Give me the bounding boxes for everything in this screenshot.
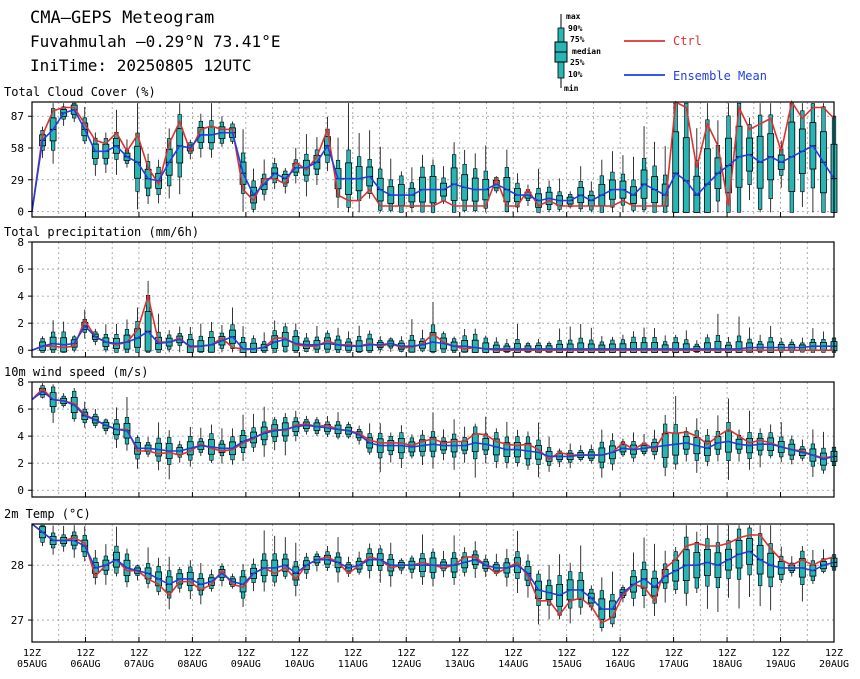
x-tick-hour: 12Z (23, 648, 41, 659)
x-tick-hour: 12Z (504, 648, 522, 659)
ensemble-mean-line (31, 108, 835, 212)
box-iqr (703, 342, 711, 353)
y-tick-label: 0 (17, 484, 24, 497)
legend-box-label: min (564, 83, 579, 93)
y-tick-label: 4 (17, 290, 24, 303)
box-iqr (239, 342, 247, 353)
ensemble-mean-line (31, 523, 835, 610)
y-tick-label: 4 (17, 430, 24, 443)
panel-title-2: 10m wind speed (m/s) (4, 365, 149, 379)
box-iqr (672, 342, 680, 353)
x-tick-hour: 12Z (237, 648, 255, 659)
panel-title-1: Total precipitation (mm/6h) (4, 225, 199, 239)
y-tick-label: 2 (17, 457, 24, 470)
x-tick-hour: 12Z (665, 648, 683, 659)
y-tick-label: 8 (17, 236, 24, 249)
x-tick-hour: 12Z (611, 648, 629, 659)
x-tick-date: 07AUG (124, 659, 154, 670)
box-iqr (651, 342, 659, 353)
y-tick-label: 0 (17, 206, 24, 219)
x-tick-date: 18AUG (712, 659, 742, 670)
x-tick-hour: 12Z (130, 648, 148, 659)
x-tick-date: 06AUG (70, 659, 100, 670)
box-iqr (714, 341, 722, 353)
y-tick-label: 8 (17, 376, 24, 389)
ensemble-mean-line (31, 390, 835, 460)
x-tick-hour: 12Z (451, 648, 469, 659)
chart-title: CMA–GEPS Meteogram (30, 8, 215, 28)
legend-box-label: 10% (568, 70, 583, 79)
x-tick-date: 12AUG (391, 659, 421, 670)
y-tick-label: 6 (17, 263, 24, 276)
box-iqr (514, 343, 521, 353)
x-tick-date: 11AUG (338, 659, 368, 670)
panel-frame (31, 241, 835, 358)
box-iqr (482, 342, 490, 353)
box-iqr (735, 341, 743, 353)
y-tick-label: 28 (11, 559, 24, 572)
legend-ctrl-label: Ctrl (673, 34, 702, 48)
x-tick-date: 05AUG (17, 659, 47, 670)
panel-frame (31, 523, 835, 643)
legend-box-label: median (572, 46, 601, 56)
x-tick-date: 09AUG (231, 659, 261, 670)
x-tick-hour: 12Z (183, 648, 201, 659)
ensemble-mean-line (31, 324, 834, 351)
panel-title-3: 2m Temp (°C) (4, 507, 91, 521)
x-tick-hour: 12Z (772, 648, 790, 659)
panel-frame (31, 101, 835, 218)
x-tick-hour: 12Z (344, 648, 362, 659)
x-tick-hour: 12Z (76, 648, 94, 659)
y-tick-label: 6 (17, 403, 24, 416)
location-label: Fuvahmulah –0.29°N 73.41°E (30, 32, 281, 51)
y-tick-label: 58 (11, 142, 24, 155)
legend-box-label: 90% (568, 24, 583, 33)
legend-box-label: 25% (570, 58, 585, 67)
box-iqr (640, 342, 648, 353)
x-tick-date: 15AUG (552, 659, 582, 670)
y-tick-label: 29 (11, 174, 24, 187)
panel-frame (31, 381, 835, 498)
panel-title-0: Total Cloud Cover (%) (4, 85, 156, 99)
y-tick-label: 0 (17, 344, 24, 357)
legend-mean-label: Ensemble Mean (673, 69, 767, 83)
ctrl-line (31, 387, 835, 461)
box-iqr (672, 131, 680, 213)
x-tick-hour: 12Z (290, 648, 308, 659)
x-tick-date: 16AUG (605, 659, 635, 670)
y-tick-label: 87 (11, 110, 24, 123)
legend-box-label: 75% (570, 35, 585, 44)
box-iqr (682, 137, 690, 213)
x-tick-hour: 12Z (397, 648, 415, 659)
y-tick-label: 27 (11, 614, 24, 627)
box-iqr (630, 342, 637, 353)
x-tick-date: 17AUG (659, 659, 689, 670)
y-tick-label: 2 (17, 317, 24, 330)
x-tick-date: 10AUG (284, 659, 314, 670)
x-tick-hour: 12Z (718, 648, 736, 659)
ctrl-line (31, 99, 835, 212)
x-tick-date: 20AUG (819, 659, 849, 670)
box-iqr (577, 342, 585, 353)
x-tick-hour: 12Z (825, 648, 843, 659)
box-iqr (471, 339, 479, 353)
x-tick-hour: 12Z (558, 648, 576, 659)
x-tick-date: 08AUG (177, 659, 207, 670)
legend-box-label: max (566, 12, 581, 21)
box-iqr (703, 148, 711, 213)
init-time-label: IniTime: 20250805 12UTC (30, 56, 252, 75)
x-tick-date: 13AUG (445, 659, 475, 670)
x-tick-date: 14AUG (498, 659, 528, 670)
x-tick-date: 19AUG (765, 659, 795, 670)
